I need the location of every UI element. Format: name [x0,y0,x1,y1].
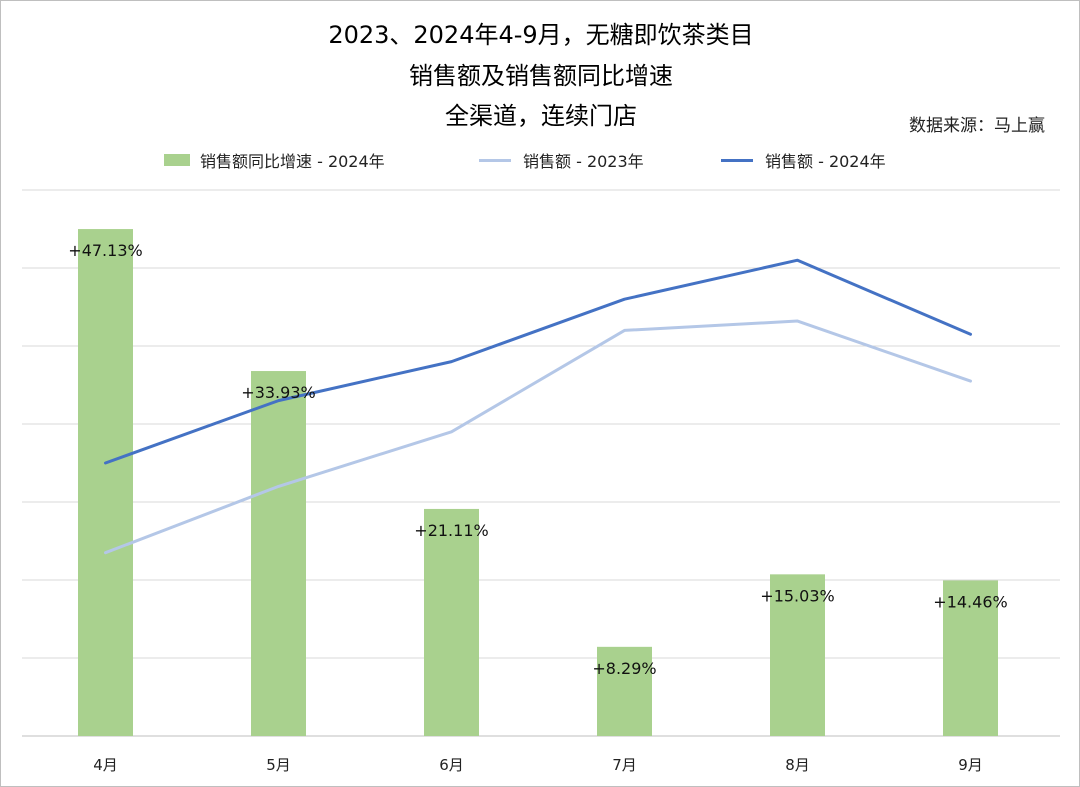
x-tick-label-8: 8月 [785,756,810,774]
x-tick-label-9: 9月 [958,756,983,774]
legend-label-sales-2024: 销售额 - 2024年 [765,152,886,171]
legend-swatch-line-2023 [479,158,511,162]
legend-label-growth: 销售额同比增速 - 2024年 [200,152,385,171]
chart-legend: 销售额同比增速 - 2024年 销售额 - 2023年 销售额 - 2024年 [1,147,1080,173]
bar-label-6: +21.11% [414,521,488,540]
chart-title-line-1: 2023、2024年4-9月，无糖即饮茶类目 [328,21,754,49]
bar-label-5: +33.93% [241,383,315,402]
legend-swatch-bar [164,154,190,166]
line-sales-2023 [104,319,972,555]
legend-item-sales-2024: 销售额 - 2024年 [721,147,886,173]
line-sales-2024 [104,258,972,465]
legend-label-sales-2023: 销售额 - 2023年 [523,152,644,171]
bar-growth-8 [770,574,825,736]
bar-growth-5 [251,371,306,736]
bar-growth-7 [597,646,652,736]
legend-item-bar-growth: 销售额同比增速 - 2024年 [164,147,385,173]
data-source-note: 数据来源：马上赢 [909,116,1045,136]
bar-growth-6 [424,508,479,736]
bar-label-9: +14.46% [933,592,1007,611]
x-tick-label-4: 4月 [93,756,118,774]
x-tick-label-5: 5月 [266,756,291,774]
chart-title-line-2: 销售额及销售额同比增速 [409,62,673,90]
bar-growth-4 [78,229,133,736]
x-tick-label-6: 6月 [439,756,464,774]
chart-title-line-3: 全渠道，连续门店 [445,102,637,130]
legend-swatch-line-2024 [721,158,753,162]
x-tick-label-7: 7月 [612,756,637,774]
legend-item-sales-2023: 销售额 - 2023年 [479,147,644,173]
bar-label-8: +15.03% [760,586,834,605]
bar-label-7: +8.29% [592,659,656,678]
bar-growth-9 [943,580,998,736]
bar-label-4: +47.13% [68,241,142,260]
